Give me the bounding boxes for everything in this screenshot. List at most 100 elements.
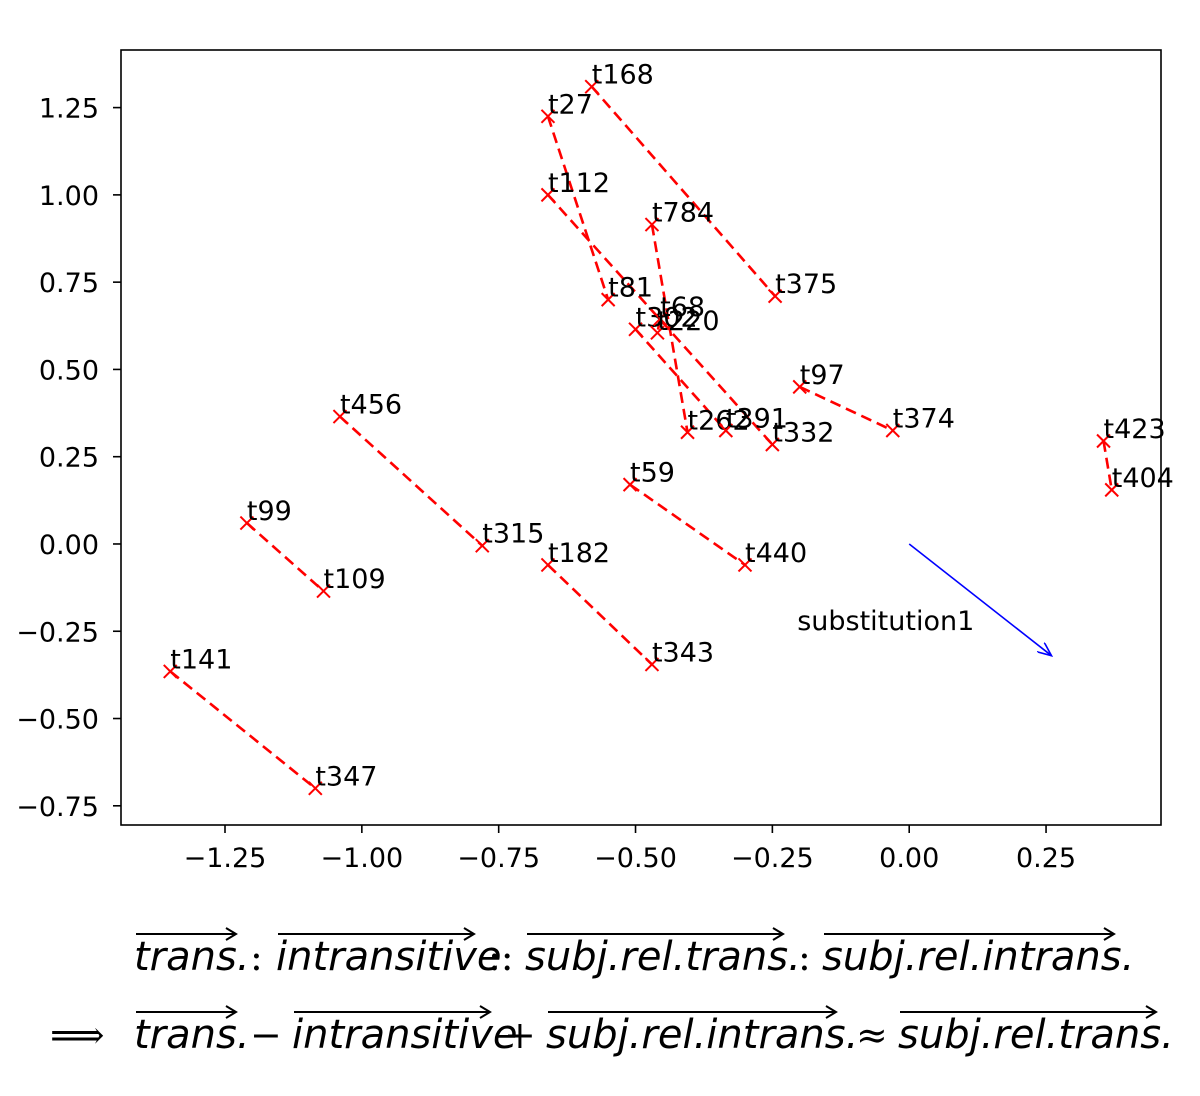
point-label-t343: t343 <box>652 637 714 668</box>
point-marker-stroke <box>332 409 348 424</box>
formula-l2-c: subj.rel.intrans. <box>546 1012 858 1058</box>
y-axis: 1.25 1.00 0.75 0.50 0.25 0.00 −0.25 −0.50 −0.75 <box>16 94 121 823</box>
point-label-t112: t112 <box>548 168 610 199</box>
point-t68: t68 <box>652 292 705 327</box>
point-label-t391: t391 <box>726 404 788 435</box>
point-label-t168: t168 <box>592 60 654 91</box>
substitution-arrow-layer: substitution1 <box>797 543 1051 656</box>
point-marker-stroke <box>540 557 556 573</box>
point-label-t141: t141 <box>170 644 232 675</box>
point-marker-stroke <box>316 583 331 599</box>
pair-line-t302-t391 <box>634 328 727 432</box>
pair-line-t168-t375 <box>590 85 777 297</box>
y-tick-label: 0.00 <box>39 530 99 561</box>
y-tick-label: 1.00 <box>39 181 99 212</box>
point-label-t404: t404 <box>1112 463 1174 494</box>
point-label-t302: t302 <box>636 302 698 333</box>
y-tick-label: −0.75 <box>16 792 99 823</box>
pair-line-t141-t347 <box>169 670 317 790</box>
substitution-label: substitution1 <box>797 606 974 637</box>
y-tick-label: −0.25 <box>16 617 99 648</box>
point-marker-stroke <box>540 187 556 203</box>
pair-line-t112-t332 <box>546 194 774 446</box>
point-label-t440: t440 <box>745 538 807 569</box>
point-t59: t59 <box>622 458 675 492</box>
x-tick-label: 0.25 <box>1016 843 1076 874</box>
point-marker-stroke <box>600 292 616 307</box>
point-t404: t404 <box>1104 463 1174 498</box>
formula-l2-d: subj.rel.trans. <box>898 1012 1174 1058</box>
point-t141: t141 <box>163 644 232 679</box>
point-t112: t112 <box>540 168 610 203</box>
point-t97: t97 <box>792 360 845 395</box>
point-marker-stroke <box>239 515 255 531</box>
point-marker-stroke <box>475 538 490 553</box>
pair-line-t97-t374 <box>799 385 894 432</box>
point-t440: t440 <box>737 538 807 573</box>
point-marker-stroke <box>650 325 665 340</box>
point-label-t68: t68 <box>660 292 705 323</box>
point-label-t374: t374 <box>893 404 955 435</box>
point-label-t347: t347 <box>315 761 377 792</box>
pair-line-t99-t109 <box>246 522 325 593</box>
y-tick-label: 1.25 <box>39 94 99 125</box>
formula-line-2: ⟹ trans. − intransitive + subj.rel.intra… <box>50 1005 1174 1058</box>
data-points: t168 t375 t27 t81 t112 t332 t784 t262 t302 t391 t6… <box>163 60 1174 796</box>
pair-line-t784-t262 <box>650 224 689 433</box>
pair-line-t68-t220 <box>656 318 662 334</box>
point-label-t423: t423 <box>1104 414 1166 445</box>
formula-l2-op2: + <box>504 1013 536 1057</box>
x-tick-label: −1.00 <box>320 843 403 874</box>
point-t182: t182 <box>540 538 610 573</box>
vector-arrows-line-2 <box>136 1005 1158 1019</box>
point-t375: t375 <box>767 269 837 304</box>
x-tick-label: 0.00 <box>879 843 939 874</box>
point-marker-stroke <box>1104 482 1119 498</box>
scatter-chart: −1.25 −1.00 −0.75 −0.50 −0.25 0.00 0.25 1.25 1.… <box>16 49 1174 874</box>
point-t81: t81 <box>600 273 653 307</box>
point-t784: t784 <box>644 198 714 232</box>
x-tick-label: −0.50 <box>594 843 677 874</box>
point-label-t99: t99 <box>247 496 292 527</box>
analogy-formula: trans. : intransitive :: subj.rel.trans.… <box>50 927 1174 1058</box>
point-t343: t343 <box>644 637 714 672</box>
point-marker-stroke <box>765 437 780 452</box>
point-marker-stroke <box>308 781 323 796</box>
point-marker-stroke <box>792 379 807 395</box>
point-t220: t220 <box>650 306 720 340</box>
point-t27: t27 <box>540 89 593 124</box>
y-tick-label: 0.25 <box>39 443 99 474</box>
point-marker-stroke <box>737 557 753 573</box>
pair-line-t27-t81 <box>546 115 610 301</box>
formula-l1-c: subj.rel.trans. <box>525 934 801 980</box>
point-marker-stroke <box>680 425 695 440</box>
point-t391: t391 <box>718 404 788 438</box>
point-marker-stroke <box>628 322 643 337</box>
substitution-arrow <box>908 543 1051 656</box>
x-tick-label: −1.25 <box>184 843 267 874</box>
point-marker-stroke <box>767 288 783 304</box>
point-t99: t99 <box>239 496 292 531</box>
plot-area <box>120 49 1162 826</box>
point-label-t109: t109 <box>324 564 386 595</box>
x-tick-label: −0.75 <box>457 843 540 874</box>
point-label-t97: t97 <box>800 360 845 391</box>
pair-line-t423-t404 <box>1102 440 1114 491</box>
point-t262: t262 <box>680 405 750 440</box>
pair-line-t182-t343 <box>547 563 653 666</box>
pair-line-t59-t440 <box>629 483 746 566</box>
pair-line-t456-t315 <box>339 415 484 547</box>
formula-l2-a: trans. <box>134 1012 250 1058</box>
point-label-t81: t81 <box>608 273 653 304</box>
point-t332: t332 <box>765 417 834 452</box>
point-marker-stroke <box>885 423 900 438</box>
point-marker-stroke <box>718 423 734 438</box>
point-marker-stroke <box>1096 433 1111 449</box>
point-label-t27: t27 <box>548 89 593 120</box>
point-marker-stroke <box>622 477 638 492</box>
point-marker-stroke <box>540 109 556 124</box>
point-label-t315: t315 <box>482 519 544 550</box>
formula-implies: ⟹ <box>50 1013 104 1057</box>
y-tick-label: 0.75 <box>39 268 99 299</box>
point-t347: t347 <box>308 761 377 796</box>
